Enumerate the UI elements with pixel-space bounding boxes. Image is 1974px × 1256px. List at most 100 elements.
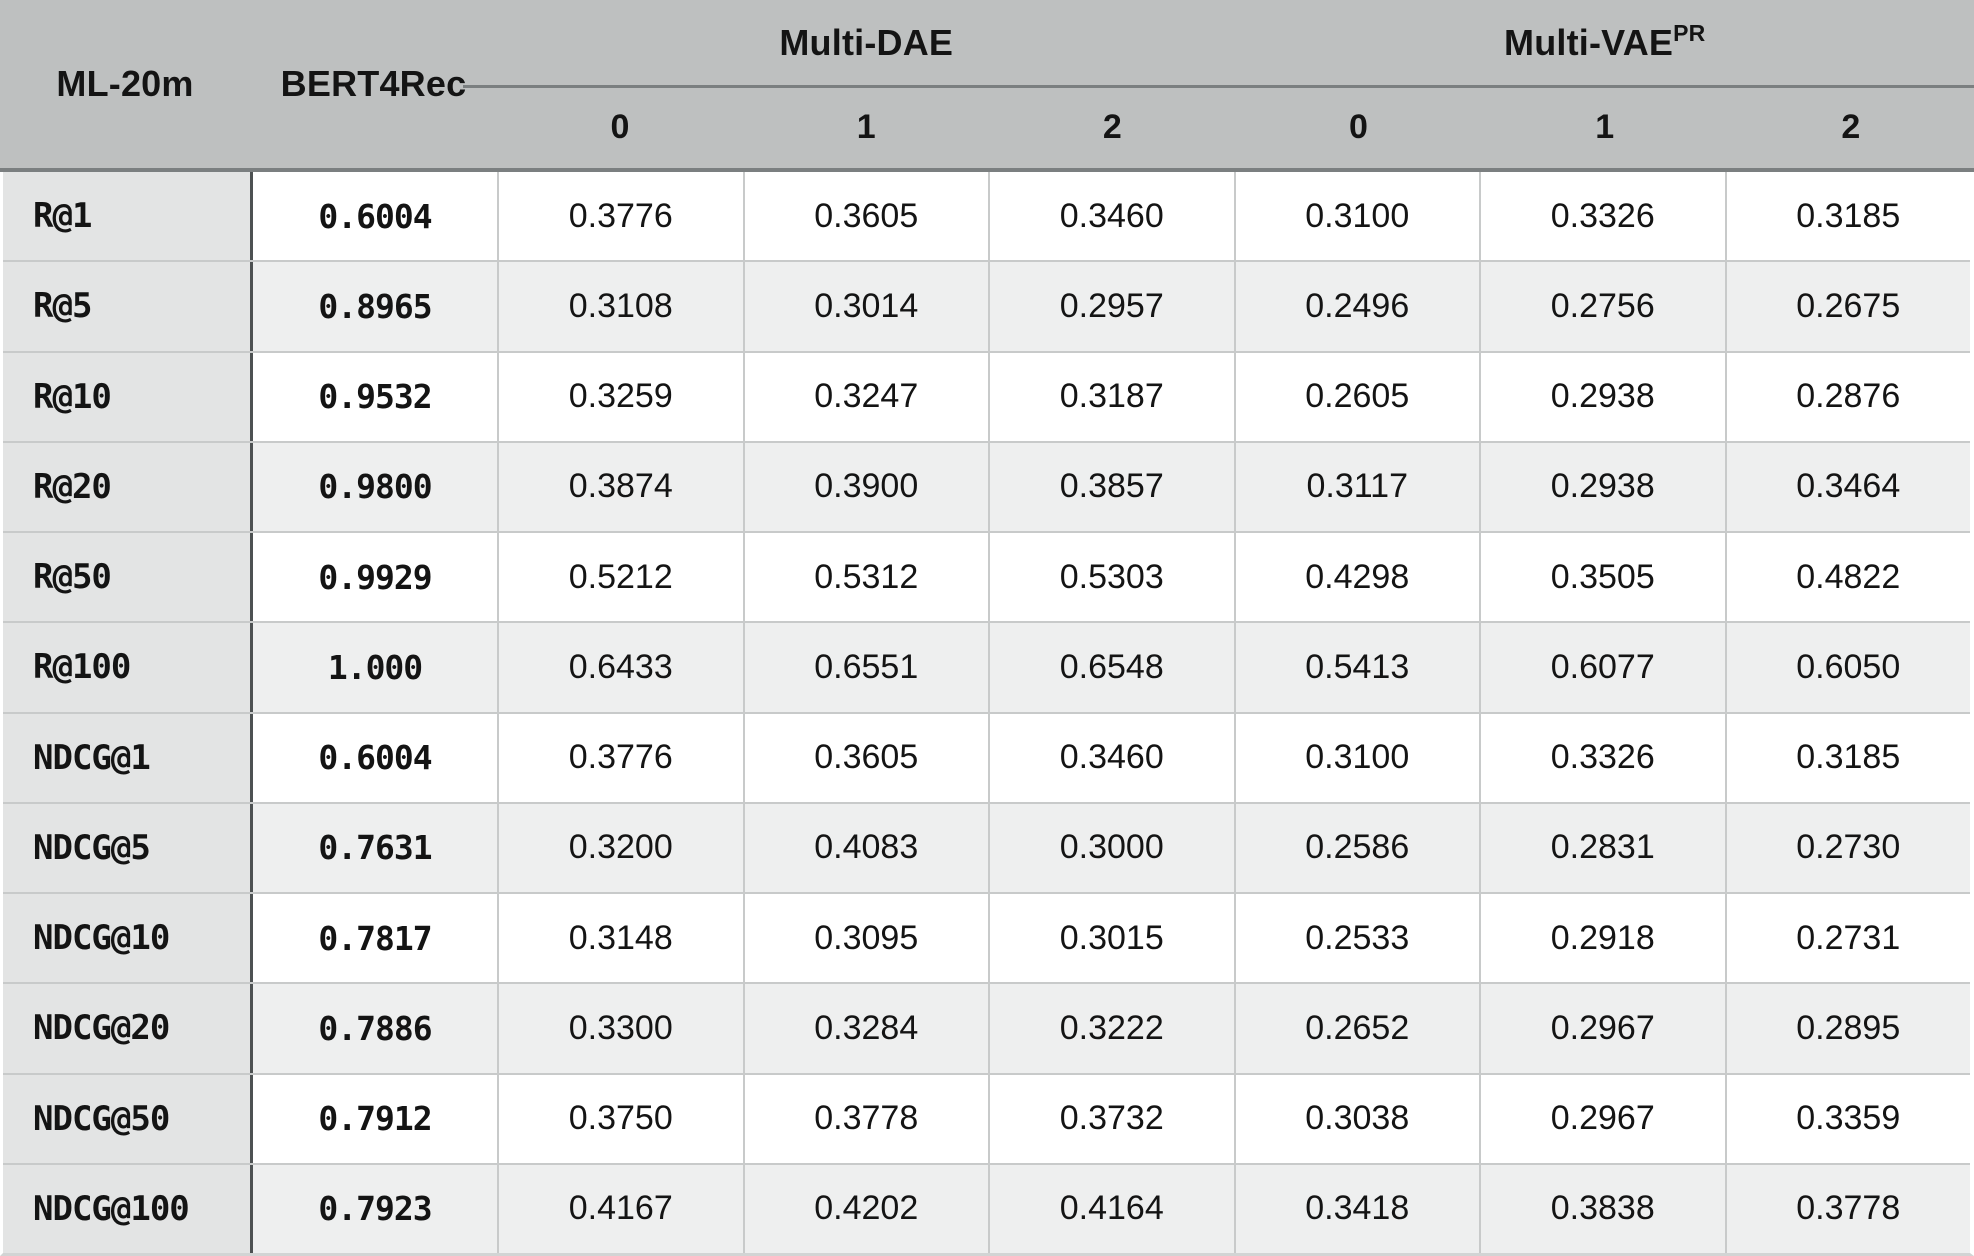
metric-label-cell: NDCG@5 [3, 803, 250, 892]
multi-vae-1-value-cell: 0.2918 [1479, 894, 1725, 983]
metric-label-cell: NDCG@10 [3, 894, 250, 983]
metric-label-cell: R@20 [3, 442, 250, 531]
multi-vae-0-value-cell: 0.4298 [1233, 533, 1479, 622]
multi-vae-1-value-cell: 0.3326 [1479, 713, 1725, 802]
multi-vae-0-value-cell: 0.2496 [1233, 262, 1479, 351]
multi-dae-0-value-cell: 0.3300 [497, 984, 743, 1073]
multi-dae-1-value-cell: 0.3247 [742, 352, 988, 441]
table-header: ML-20m BERT4Rec Multi-DAE Multi-VAE PR 0 … [0, 0, 1974, 172]
bert4rec-value-cell: 0.7886 [250, 984, 497, 1073]
bert4rec-value-cell: 0.8965 [250, 262, 497, 351]
multi-vae-0-value-cell: 0.2533 [1233, 894, 1479, 983]
multi-dae-2-value-cell: 0.5303 [988, 533, 1234, 622]
metric-label-cell: NDCG@50 [3, 1074, 250, 1163]
multi-vae-0-value-cell: 0.3117 [1233, 442, 1479, 531]
metric-label-cell: R@1 [3, 172, 250, 261]
multi-vae-2-value-cell: 0.3464 [1724, 442, 1970, 531]
multi-dae-0-value-cell: 0.3148 [497, 894, 743, 983]
multi-dae-2-value-cell: 0.6548 [988, 623, 1234, 712]
multi-vae-0-value-cell: 0.2586 [1233, 803, 1479, 892]
multi-dae-2-value-cell: 0.3460 [988, 172, 1234, 261]
subcol-header-dae-0: 0 [610, 107, 630, 146]
multi-vae-1-value-cell: 0.2756 [1479, 262, 1725, 351]
multi-dae-0-value-cell: 0.3259 [497, 352, 743, 441]
table-body: R@1 0.6004 0.3776 0.3605 0.3460 0.3100 0… [0, 172, 1974, 1256]
table-row: R@5 0.8965 0.3108 0.3014 0.2957 0.2496 0… [3, 260, 1970, 351]
metric-label-cell: R@50 [3, 533, 250, 622]
bert4rec-value-cell: 0.7817 [250, 894, 497, 983]
multi-dae-2-value-cell: 0.3460 [988, 713, 1234, 802]
group-underline-rule [463, 85, 1974, 88]
multi-dae-1-value-cell: 0.4083 [742, 803, 988, 892]
multi-dae-2-value-cell: 0.4164 [988, 1164, 1234, 1253]
multi-dae-0-value-cell: 0.3750 [497, 1074, 743, 1163]
multi-vae-2-value-cell: 0.3185 [1724, 713, 1970, 802]
dataset-header-cell: ML-20m [56, 63, 194, 104]
multi-dae-1-value-cell: 0.3605 [742, 172, 988, 261]
multi-vae-1-value-cell: 0.2938 [1479, 352, 1725, 441]
subcol-header-vae-0: 0 [1349, 107, 1369, 146]
metric-label-cell: R@10 [3, 352, 250, 441]
multi-vae-2-value-cell: 0.2895 [1724, 984, 1970, 1073]
table-row: NDCG@1 0.6004 0.3776 0.3605 0.3460 0.310… [3, 711, 1970, 802]
group-header-multi-vae: Multi-VAE PR [1504, 20, 1706, 64]
multi-dae-2-value-cell: 0.2957 [988, 262, 1234, 351]
multi-vae-2-value-cell: 0.2675 [1724, 262, 1970, 351]
multi-dae-0-value-cell: 0.3200 [497, 803, 743, 892]
multi-dae-0-value-cell: 0.3776 [497, 172, 743, 261]
bert4rec-value-cell: 0.6004 [250, 713, 497, 802]
bert4rec-value-cell: 0.7912 [250, 1074, 497, 1163]
subcol-header-dae-1: 1 [856, 107, 876, 146]
table-row: R@20 0.9800 0.3874 0.3900 0.3857 0.3117 … [3, 440, 1970, 531]
multi-dae-0-value-cell: 0.3108 [497, 262, 743, 351]
metric-label-cell: R@100 [3, 623, 250, 712]
bert4rec-value-cell: 0.6004 [250, 172, 497, 261]
table-row: NDCG@5 0.7631 0.3200 0.4083 0.3000 0.258… [3, 801, 1970, 892]
multi-dae-2-value-cell: 0.3732 [988, 1074, 1234, 1163]
multi-dae-1-value-cell: 0.3284 [742, 984, 988, 1073]
group-header-multi-dae: Multi-DAE [497, 0, 1236, 86]
multi-dae-1-value-cell: 0.3900 [742, 442, 988, 531]
table-row: R@50 0.9929 0.5212 0.5312 0.5303 0.4298 … [3, 531, 1970, 622]
bert4rec-value-cell: 0.7923 [250, 1164, 497, 1253]
table-row: NDCG@100 0.7923 0.4167 0.4202 0.4164 0.3… [3, 1162, 1970, 1253]
multi-dae-1-value-cell: 0.3778 [742, 1074, 988, 1163]
multi-vae-2-value-cell: 0.4822 [1724, 533, 1970, 622]
multi-dae-0-value-cell: 0.4167 [497, 1164, 743, 1253]
multi-vae-1-value-cell: 0.2831 [1479, 803, 1725, 892]
metric-label-cell: NDCG@20 [3, 984, 250, 1073]
group-label: Multi-VAE [1504, 22, 1674, 63]
multi-vae-2-value-cell: 0.2730 [1724, 803, 1970, 892]
metric-label-cell: NDCG@100 [3, 1164, 250, 1253]
multi-vae-0-value-cell: 0.5413 [1233, 623, 1479, 712]
multi-dae-2-value-cell: 0.3857 [988, 442, 1234, 531]
table-row: NDCG@50 0.7912 0.3750 0.3778 0.3732 0.30… [3, 1072, 1970, 1163]
multi-dae-1-value-cell: 0.3605 [742, 713, 988, 802]
table-row: NDCG@20 0.7886 0.3300 0.3284 0.3222 0.26… [3, 982, 1970, 1073]
multi-vae-1-value-cell: 0.2938 [1479, 442, 1725, 531]
multi-vae-0-value-cell: 0.3100 [1233, 172, 1479, 261]
multi-dae-0-value-cell: 0.3776 [497, 713, 743, 802]
bert4rec-value-cell: 0.7631 [250, 803, 497, 892]
multi-dae-2-value-cell: 0.3015 [988, 894, 1234, 983]
bert4rec-value-cell: 0.9800 [250, 442, 497, 531]
multi-dae-1-value-cell: 0.6551 [742, 623, 988, 712]
subcol-header-dae-2: 2 [1102, 107, 1122, 146]
multi-dae-2-value-cell: 0.3222 [988, 984, 1234, 1073]
multi-vae-0-value-cell: 0.3038 [1233, 1074, 1479, 1163]
multi-vae-2-value-cell: 0.6050 [1724, 623, 1970, 712]
multi-dae-1-value-cell: 0.3095 [742, 894, 988, 983]
table-row: R@1 0.6004 0.3776 0.3605 0.3460 0.3100 0… [3, 172, 1970, 261]
multi-dae-2-value-cell: 0.3187 [988, 352, 1234, 441]
multi-vae-0-value-cell: 0.2652 [1233, 984, 1479, 1073]
multi-dae-0-value-cell: 0.5212 [497, 533, 743, 622]
multi-dae-2-value-cell: 0.3000 [988, 803, 1234, 892]
subcol-header-vae-1: 1 [1595, 107, 1615, 146]
multi-vae-0-value-cell: 0.2605 [1233, 352, 1479, 441]
multi-vae-2-value-cell: 0.3359 [1724, 1074, 1970, 1163]
bert4rec-value-cell: 1.000 [250, 623, 497, 712]
multi-vae-0-value-cell: 0.3418 [1233, 1164, 1479, 1253]
multi-dae-1-value-cell: 0.5312 [742, 533, 988, 622]
multi-vae-1-value-cell: 0.3326 [1479, 172, 1725, 261]
